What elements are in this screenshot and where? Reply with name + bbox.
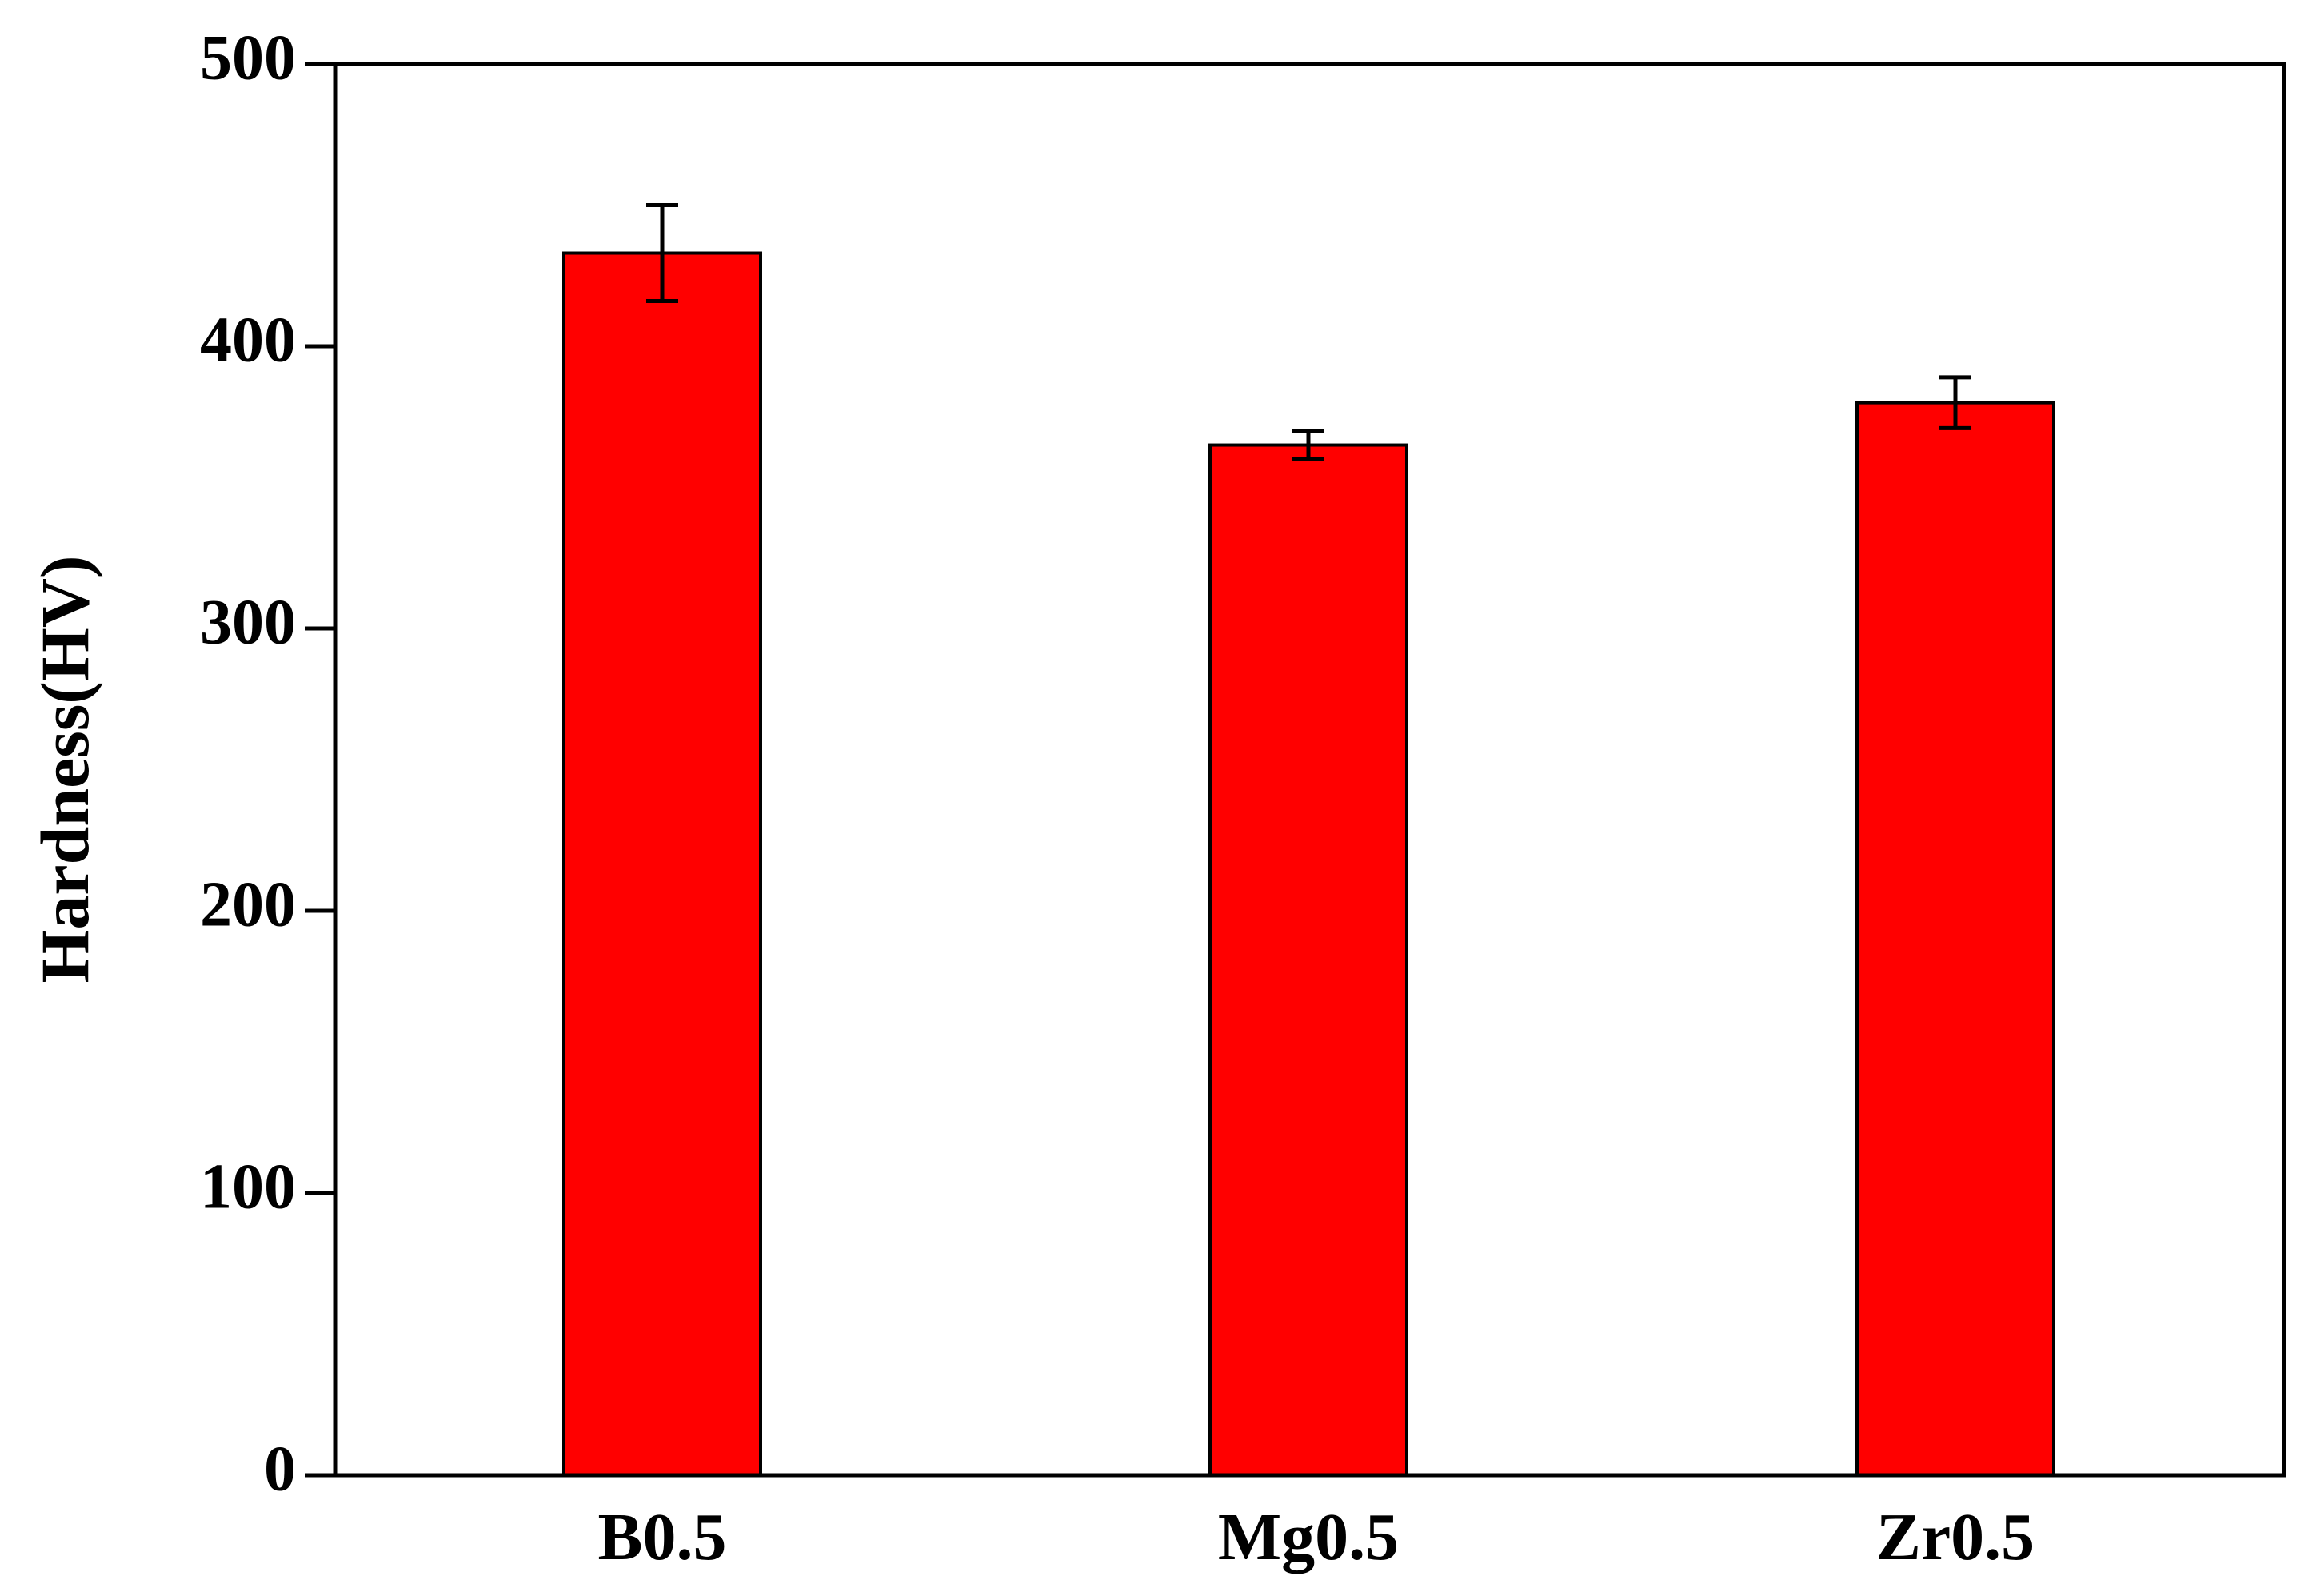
y-tick-label: 200 xyxy=(200,869,296,940)
y-tick-label: 500 xyxy=(200,22,296,93)
y-tick-label: 300 xyxy=(200,587,296,657)
y-axis: 0 100 200 300 400 500 xyxy=(200,22,336,1504)
error-bars-layer xyxy=(646,203,1971,461)
x-tick-label: Zr0.5 xyxy=(1876,1500,2034,1574)
y-axis-label: Hardness(HV) xyxy=(26,555,103,983)
y-tick-label: 100 xyxy=(200,1151,296,1222)
y-tick-label: 400 xyxy=(200,305,296,375)
x-tick-label: B0.5 xyxy=(597,1500,726,1574)
y-tick-label: 0 xyxy=(264,1434,296,1504)
x-tick-label: Mg0.5 xyxy=(1218,1500,1399,1574)
plot-frame xyxy=(333,62,2286,1478)
x-axis: B0.5 Mg0.5 Zr0.5 xyxy=(597,1500,2034,1574)
bar-zr0-5 xyxy=(1855,401,2055,1478)
bar-b0-5 xyxy=(562,251,762,1477)
bars-layer xyxy=(562,251,2055,1478)
bar-mg0-5 xyxy=(1208,443,1408,1477)
